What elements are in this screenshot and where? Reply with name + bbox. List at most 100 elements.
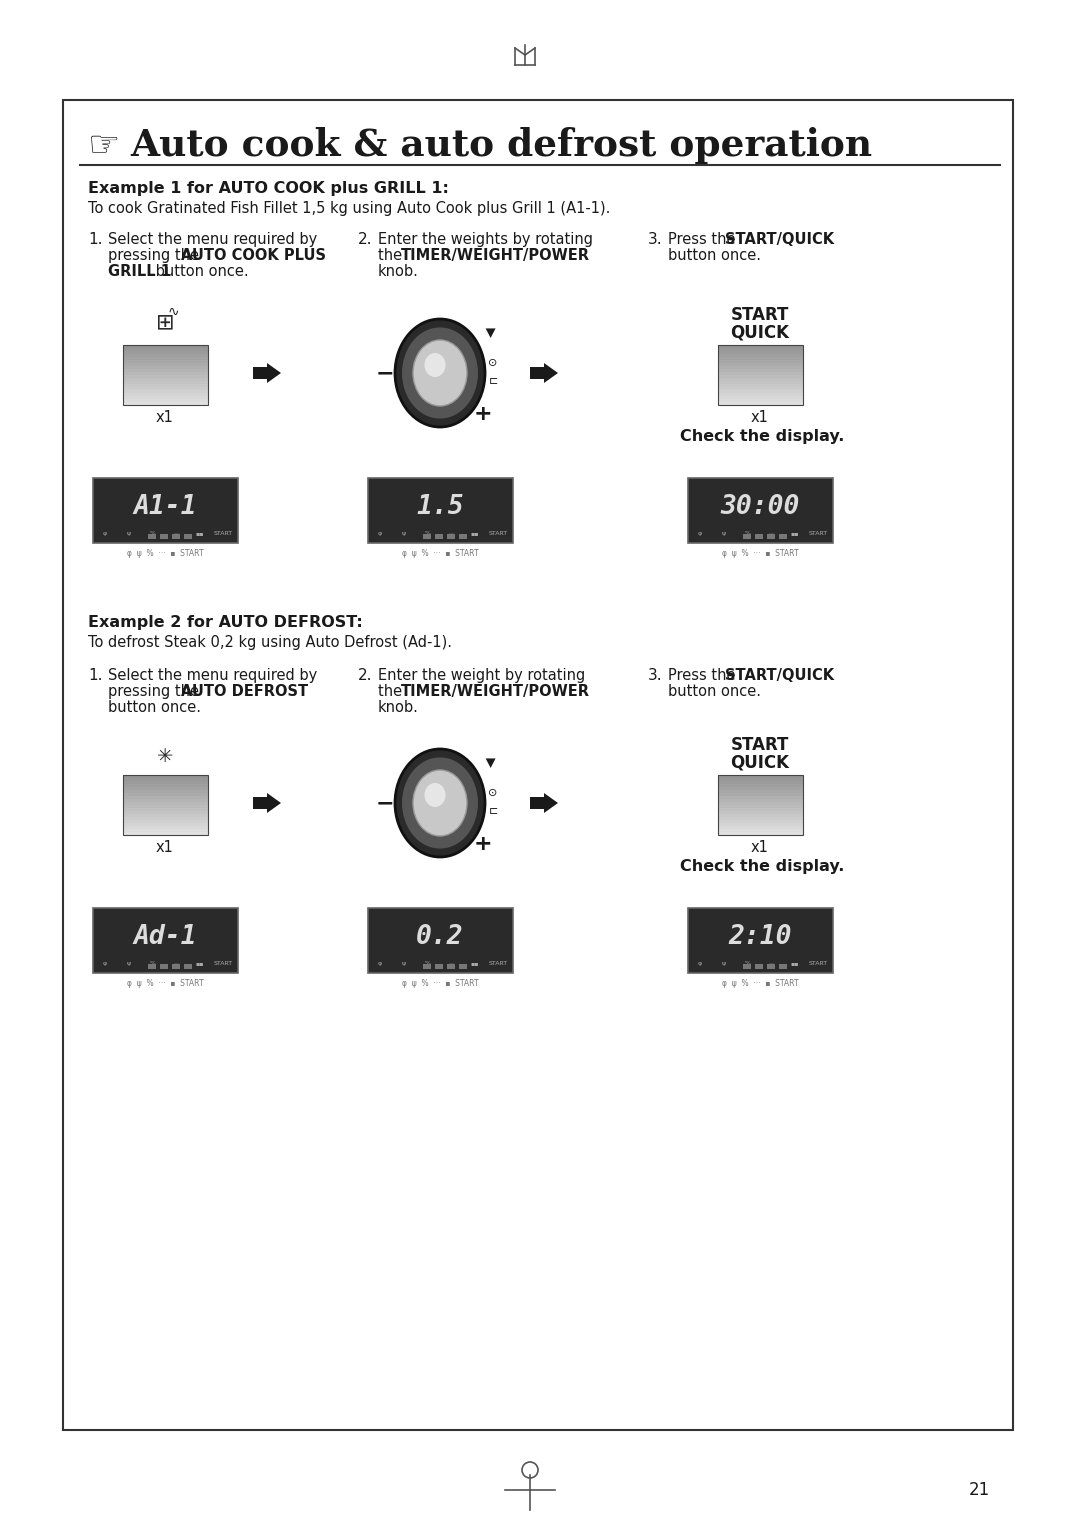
Bar xyxy=(122,348,207,351)
Bar xyxy=(717,377,802,380)
Bar xyxy=(459,533,467,538)
Bar xyxy=(122,790,207,793)
Text: Enter the weight by rotating: Enter the weight by rotating xyxy=(378,668,585,683)
Text: 1.: 1. xyxy=(87,668,103,683)
Text: button once.: button once. xyxy=(108,700,201,715)
Bar xyxy=(148,964,156,969)
Text: Press the: Press the xyxy=(669,668,740,683)
Bar xyxy=(122,396,207,399)
Bar xyxy=(717,775,802,778)
Bar xyxy=(122,784,207,787)
Bar xyxy=(717,793,802,796)
Bar xyxy=(122,833,207,834)
Bar xyxy=(122,808,207,811)
Bar xyxy=(717,784,802,787)
Bar xyxy=(717,827,802,830)
Bar xyxy=(459,964,467,969)
Bar xyxy=(717,348,802,351)
Text: φ  ψ  %  ···  ▪  START: φ ψ % ··· ▪ START xyxy=(126,979,203,989)
Text: Check the display.: Check the display. xyxy=(680,429,845,445)
Text: %: % xyxy=(149,532,156,536)
Bar xyxy=(717,814,802,817)
Text: knob.: knob. xyxy=(378,264,419,280)
Bar xyxy=(779,964,786,969)
Text: ⊙: ⊙ xyxy=(488,788,498,798)
Text: ···: ··· xyxy=(448,961,454,966)
Text: START: START xyxy=(489,961,509,966)
Bar xyxy=(717,354,802,358)
Text: 2.: 2. xyxy=(357,232,373,248)
Bar xyxy=(122,811,207,814)
Text: ψ: ψ xyxy=(402,961,405,966)
Bar xyxy=(717,781,802,784)
Text: +: + xyxy=(474,833,492,854)
Bar xyxy=(122,377,207,380)
Bar xyxy=(779,533,786,538)
Bar xyxy=(717,811,802,814)
Bar xyxy=(422,533,431,538)
Bar xyxy=(717,790,802,793)
Bar xyxy=(184,533,191,538)
Bar xyxy=(367,908,513,972)
Text: ψ: ψ xyxy=(402,532,405,536)
Bar xyxy=(717,368,802,371)
Text: Select the menu required by: Select the menu required by xyxy=(108,668,318,683)
Text: ···: ··· xyxy=(768,961,774,966)
Text: %: % xyxy=(744,961,751,966)
Bar xyxy=(122,368,207,371)
Text: %: % xyxy=(424,961,430,966)
Text: %: % xyxy=(744,532,751,536)
Bar xyxy=(122,358,207,361)
Text: ⊏: ⊏ xyxy=(488,376,498,387)
Text: ···: ··· xyxy=(173,532,179,536)
Bar xyxy=(717,802,802,805)
Text: x1: x1 xyxy=(751,839,769,854)
Bar xyxy=(122,817,207,821)
Text: φ: φ xyxy=(103,961,107,966)
Bar xyxy=(122,380,207,384)
Ellipse shape xyxy=(413,770,467,836)
Text: pressing the: pressing the xyxy=(108,685,204,698)
Bar xyxy=(717,821,802,824)
Bar xyxy=(122,824,207,827)
Text: button once.: button once. xyxy=(669,248,761,263)
Text: ☞: ☞ xyxy=(87,128,120,162)
Bar xyxy=(717,808,802,811)
Text: ◀: ◀ xyxy=(485,327,498,338)
Ellipse shape xyxy=(424,782,446,807)
FancyArrow shape xyxy=(253,793,281,813)
Text: ⊏: ⊏ xyxy=(488,805,498,816)
Ellipse shape xyxy=(424,353,446,377)
Text: x1: x1 xyxy=(751,410,769,425)
Bar xyxy=(122,361,207,364)
Text: φ  ψ  %  ···  ▪  START: φ ψ % ··· ▪ START xyxy=(402,979,478,989)
Text: ∿: ∿ xyxy=(167,306,179,319)
Bar xyxy=(122,367,207,368)
Bar xyxy=(717,364,802,367)
Bar xyxy=(122,345,207,405)
Bar xyxy=(717,390,802,393)
Bar xyxy=(122,775,207,834)
Bar xyxy=(717,345,802,348)
Text: button once.: button once. xyxy=(669,685,761,698)
Bar xyxy=(434,533,443,538)
Bar xyxy=(63,99,1013,1430)
Bar xyxy=(122,805,207,808)
Text: ▪▪: ▪▪ xyxy=(195,532,204,536)
Bar xyxy=(122,387,207,390)
Bar xyxy=(717,380,802,384)
Text: knob.: knob. xyxy=(378,700,419,715)
Text: ▪▪: ▪▪ xyxy=(471,961,480,966)
Bar xyxy=(422,964,431,969)
Bar xyxy=(717,393,802,396)
Text: START/QUICK: START/QUICK xyxy=(725,232,834,248)
Text: the: the xyxy=(378,248,407,263)
Text: −: − xyxy=(376,793,394,813)
Bar xyxy=(184,964,191,969)
Bar xyxy=(122,364,207,367)
Text: φ: φ xyxy=(698,961,702,966)
FancyArrow shape xyxy=(530,364,558,384)
Bar xyxy=(122,830,207,833)
Bar xyxy=(160,964,167,969)
Bar xyxy=(122,799,207,802)
